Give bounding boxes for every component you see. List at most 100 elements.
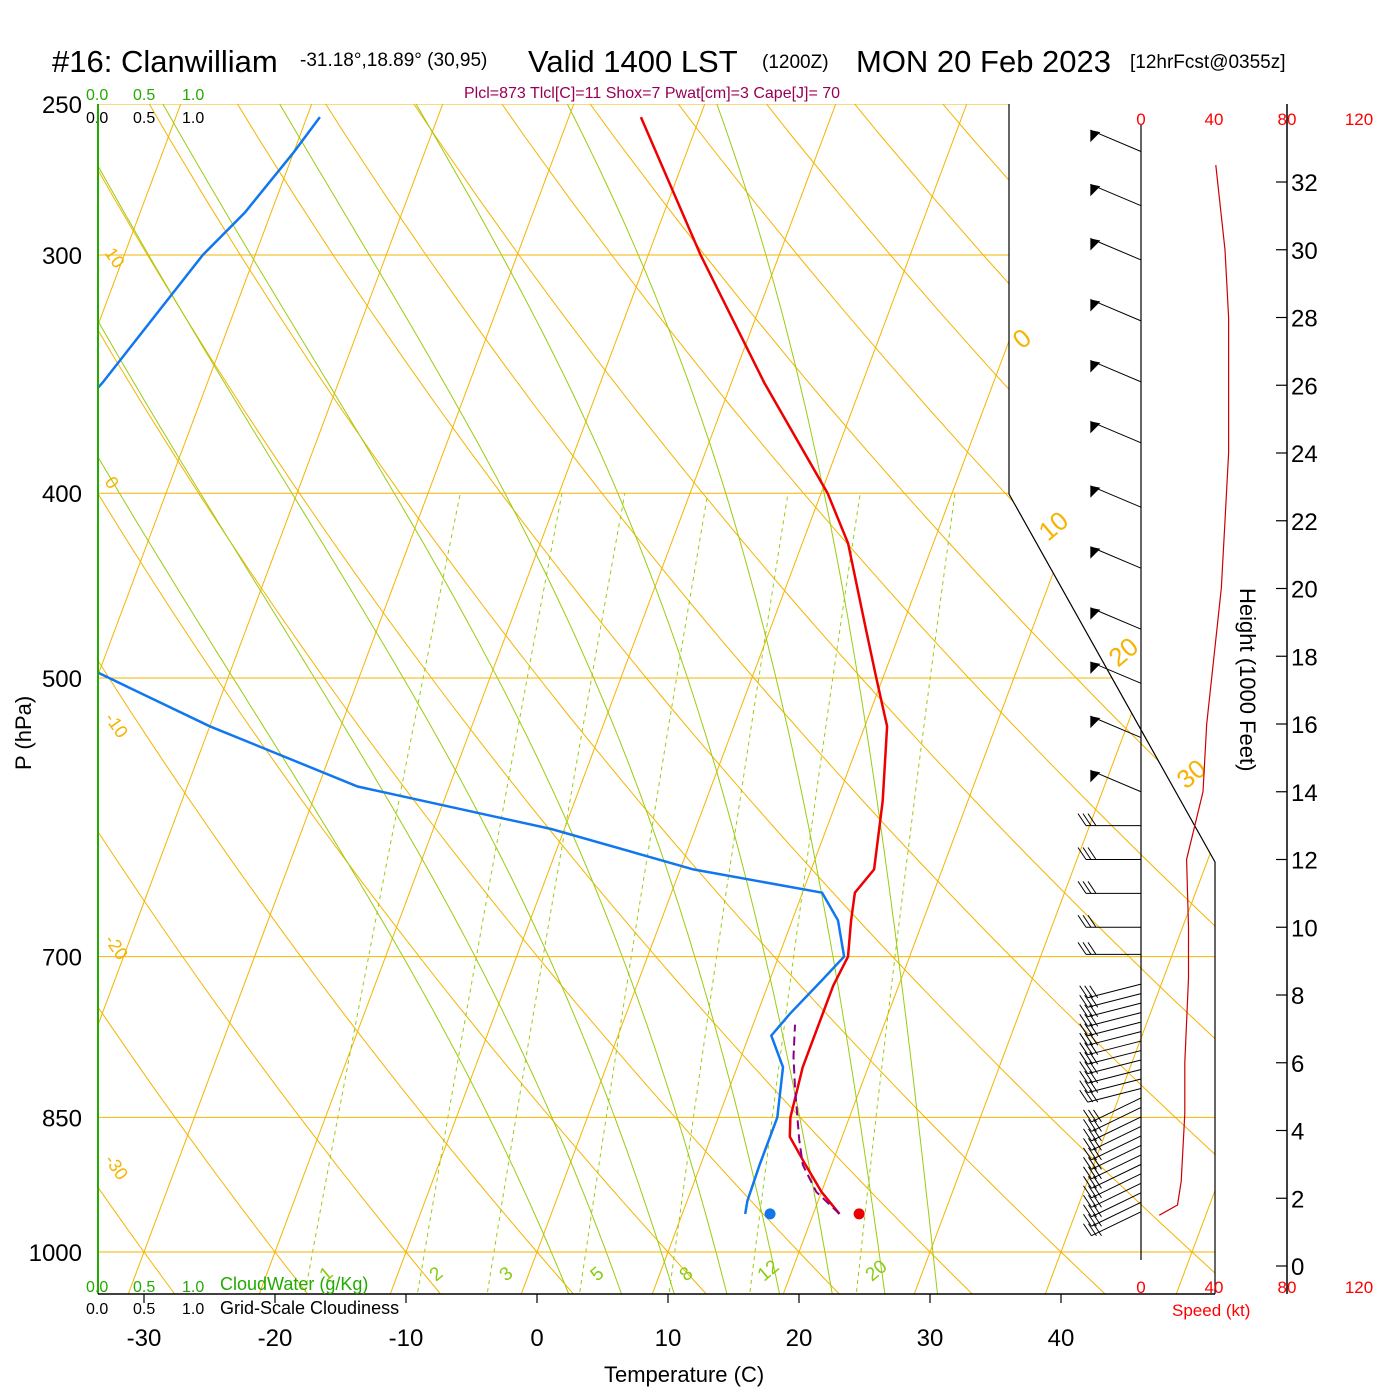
- surface-dewpoint-dot: [764, 1208, 776, 1220]
- wind-barb: [1090, 183, 1142, 207]
- wind-barb-flag: [1088, 1176, 1097, 1189]
- cloudiness-tick-top: 0.5: [133, 110, 155, 127]
- wind-barb-flag: [1084, 1023, 1094, 1036]
- dry-adiabat-line: [129, 104, 1129, 1294]
- height-tick-label: 20: [1291, 577, 1318, 604]
- cloudwater-tick-bottom: 0.0: [86, 1279, 108, 1296]
- wind-barb: [1091, 1154, 1142, 1180]
- wind-barb-flag: [1079, 1004, 1089, 1018]
- wind-barb-flag: [1083, 1119, 1092, 1132]
- wind-barb-flag: [1084, 1004, 1094, 1018]
- wind-barb-flag: [1083, 1128, 1092, 1142]
- wind-barb-flag: [1084, 1070, 1094, 1084]
- dry-adiabat-line: [98, 104, 192, 1294]
- mixing-ratio-line: [746, 493, 861, 1294]
- moist-adiabat-line: [162, 104, 729, 1294]
- wind-barb-flag: [1089, 985, 1099, 999]
- isotherm-label: -20: [101, 931, 132, 964]
- wind-barb-flag: [1093, 1204, 1102, 1218]
- wind-barb-flag: [1084, 1013, 1094, 1027]
- wind-barb: [1090, 661, 1142, 684]
- cloudwater-legend: CloudWater (g/Kg): [220, 1274, 368, 1294]
- wind-barb-flag: [1083, 1204, 1092, 1218]
- wind-barb-flag: [1093, 1138, 1102, 1151]
- wind-barb: [1090, 485, 1142, 508]
- dry-adiabat-line: [1000, 104, 1215, 1294]
- wind-barb: [1090, 238, 1142, 261]
- wind-barb-flag: [1077, 847, 1087, 860]
- moist-adiabat-line: [98, 104, 677, 1294]
- wind-barb: [1091, 1107, 1142, 1132]
- mixing-ratio-label: 3: [496, 1263, 518, 1286]
- wind-barbs: [1077, 129, 1142, 1237]
- forecast-run: [12hrFcst@0355z]: [1130, 52, 1286, 73]
- wind-speed-profile: [1159, 165, 1230, 1216]
- cloudwater-tick-top: 0.5: [133, 87, 155, 104]
- forecast-date: MON 20 Feb 2023: [856, 44, 1111, 79]
- adiabat-label: 10: [1033, 505, 1074, 547]
- wind-barb-flag: [1079, 1042, 1089, 1055]
- wind-barb-flag: [1088, 1138, 1097, 1151]
- speed-tick-label-bottom: 120: [1345, 1278, 1373, 1297]
- height-tick-label: 22: [1291, 509, 1318, 536]
- speed-tick-label-bottom: 40: [1205, 1278, 1224, 1297]
- isotherm-line: [1042, 104, 1215, 1294]
- wind-barb-flag: [1079, 1061, 1089, 1074]
- wind-barb: [1091, 1192, 1142, 1218]
- wind-speed-line: [1159, 165, 1230, 1216]
- utc-time: (1200Z): [762, 52, 829, 73]
- dry-adiabat-line: [390, 104, 1215, 1294]
- plot-right-boundary: [1008, 104, 1216, 1294]
- speed-tick-label-top: 80: [1278, 110, 1297, 129]
- station-coords: -31.18°,18.89° (30,95): [300, 50, 487, 71]
- wind-barb-flag: [1079, 1032, 1089, 1046]
- mixing-ratio-line: [300, 493, 461, 1294]
- wind-barb: [1091, 1116, 1142, 1142]
- dry-adiabat-line: [98, 104, 326, 1294]
- wind-barb-pennant: [1090, 485, 1101, 498]
- pressure-tick-label: 300: [42, 243, 82, 270]
- moist-adiabat-line: [716, 104, 939, 1294]
- temperature-tick-label: 30: [917, 1325, 944, 1352]
- speed-axis-title: Speed (kt): [1172, 1301, 1250, 1320]
- wind-barb-flag: [1087, 847, 1097, 860]
- wind-barb: [1091, 1125, 1142, 1151]
- wind-barb-pennant: [1090, 130, 1101, 143]
- profile-lines: [98, 116, 889, 1220]
- adiabat-label: 0: [1007, 322, 1037, 354]
- wind-barb-flag: [1084, 1042, 1094, 1055]
- wind-barb-flag: [1093, 1185, 1102, 1199]
- adiabat-label: 30: [1171, 753, 1212, 795]
- y-axis-title: P (hPa): [11, 696, 36, 770]
- wind-barb-flag: [1088, 1157, 1097, 1170]
- dry-adiabat-line: [216, 104, 1215, 1294]
- wind-barb-pennant: [1090, 607, 1101, 620]
- dry-adiabat-line: [1350, 70, 1400, 1316]
- speed-tick-label-top: 120: [1345, 110, 1373, 129]
- wind-barb-flag: [1093, 1119, 1102, 1132]
- moist-adiabat-line: [279, 104, 782, 1294]
- dry-adiabat-line: [565, 104, 1215, 1294]
- wind-barb-flag: [1082, 881, 1092, 894]
- dewpoint-profile-line: [98, 116, 846, 1215]
- temperature-tick-label: 10: [655, 1325, 682, 1352]
- speed-tick-label-top: 0: [1136, 110, 1145, 129]
- height-tick-label: 12: [1291, 848, 1318, 875]
- wind-barb: [1090, 299, 1142, 322]
- wind-barb: [1090, 715, 1142, 739]
- wind-barb-flag: [1077, 813, 1087, 826]
- wind-barb-flag: [1088, 1119, 1097, 1132]
- cloudiness-tick-top: 1.0: [182, 110, 204, 127]
- wind-barb-pennant: [1090, 546, 1101, 559]
- wind-barb-pennant: [1090, 716, 1101, 729]
- wind-barb-flag: [1077, 914, 1087, 928]
- wind-barb-flag: [1082, 942, 1092, 955]
- wind-barb-flag: [1087, 914, 1097, 928]
- temperature-tick-label: 40: [1048, 1325, 1075, 1352]
- height-tick-label: 8: [1291, 983, 1304, 1010]
- parcel-path-line: [792, 1024, 841, 1215]
- wind-barb-flag: [1079, 1080, 1089, 1093]
- wind-barb-flag: [1088, 1147, 1097, 1161]
- wind-barb-flag: [1079, 994, 1089, 1008]
- isotherm-line: [98, 104, 456, 1294]
